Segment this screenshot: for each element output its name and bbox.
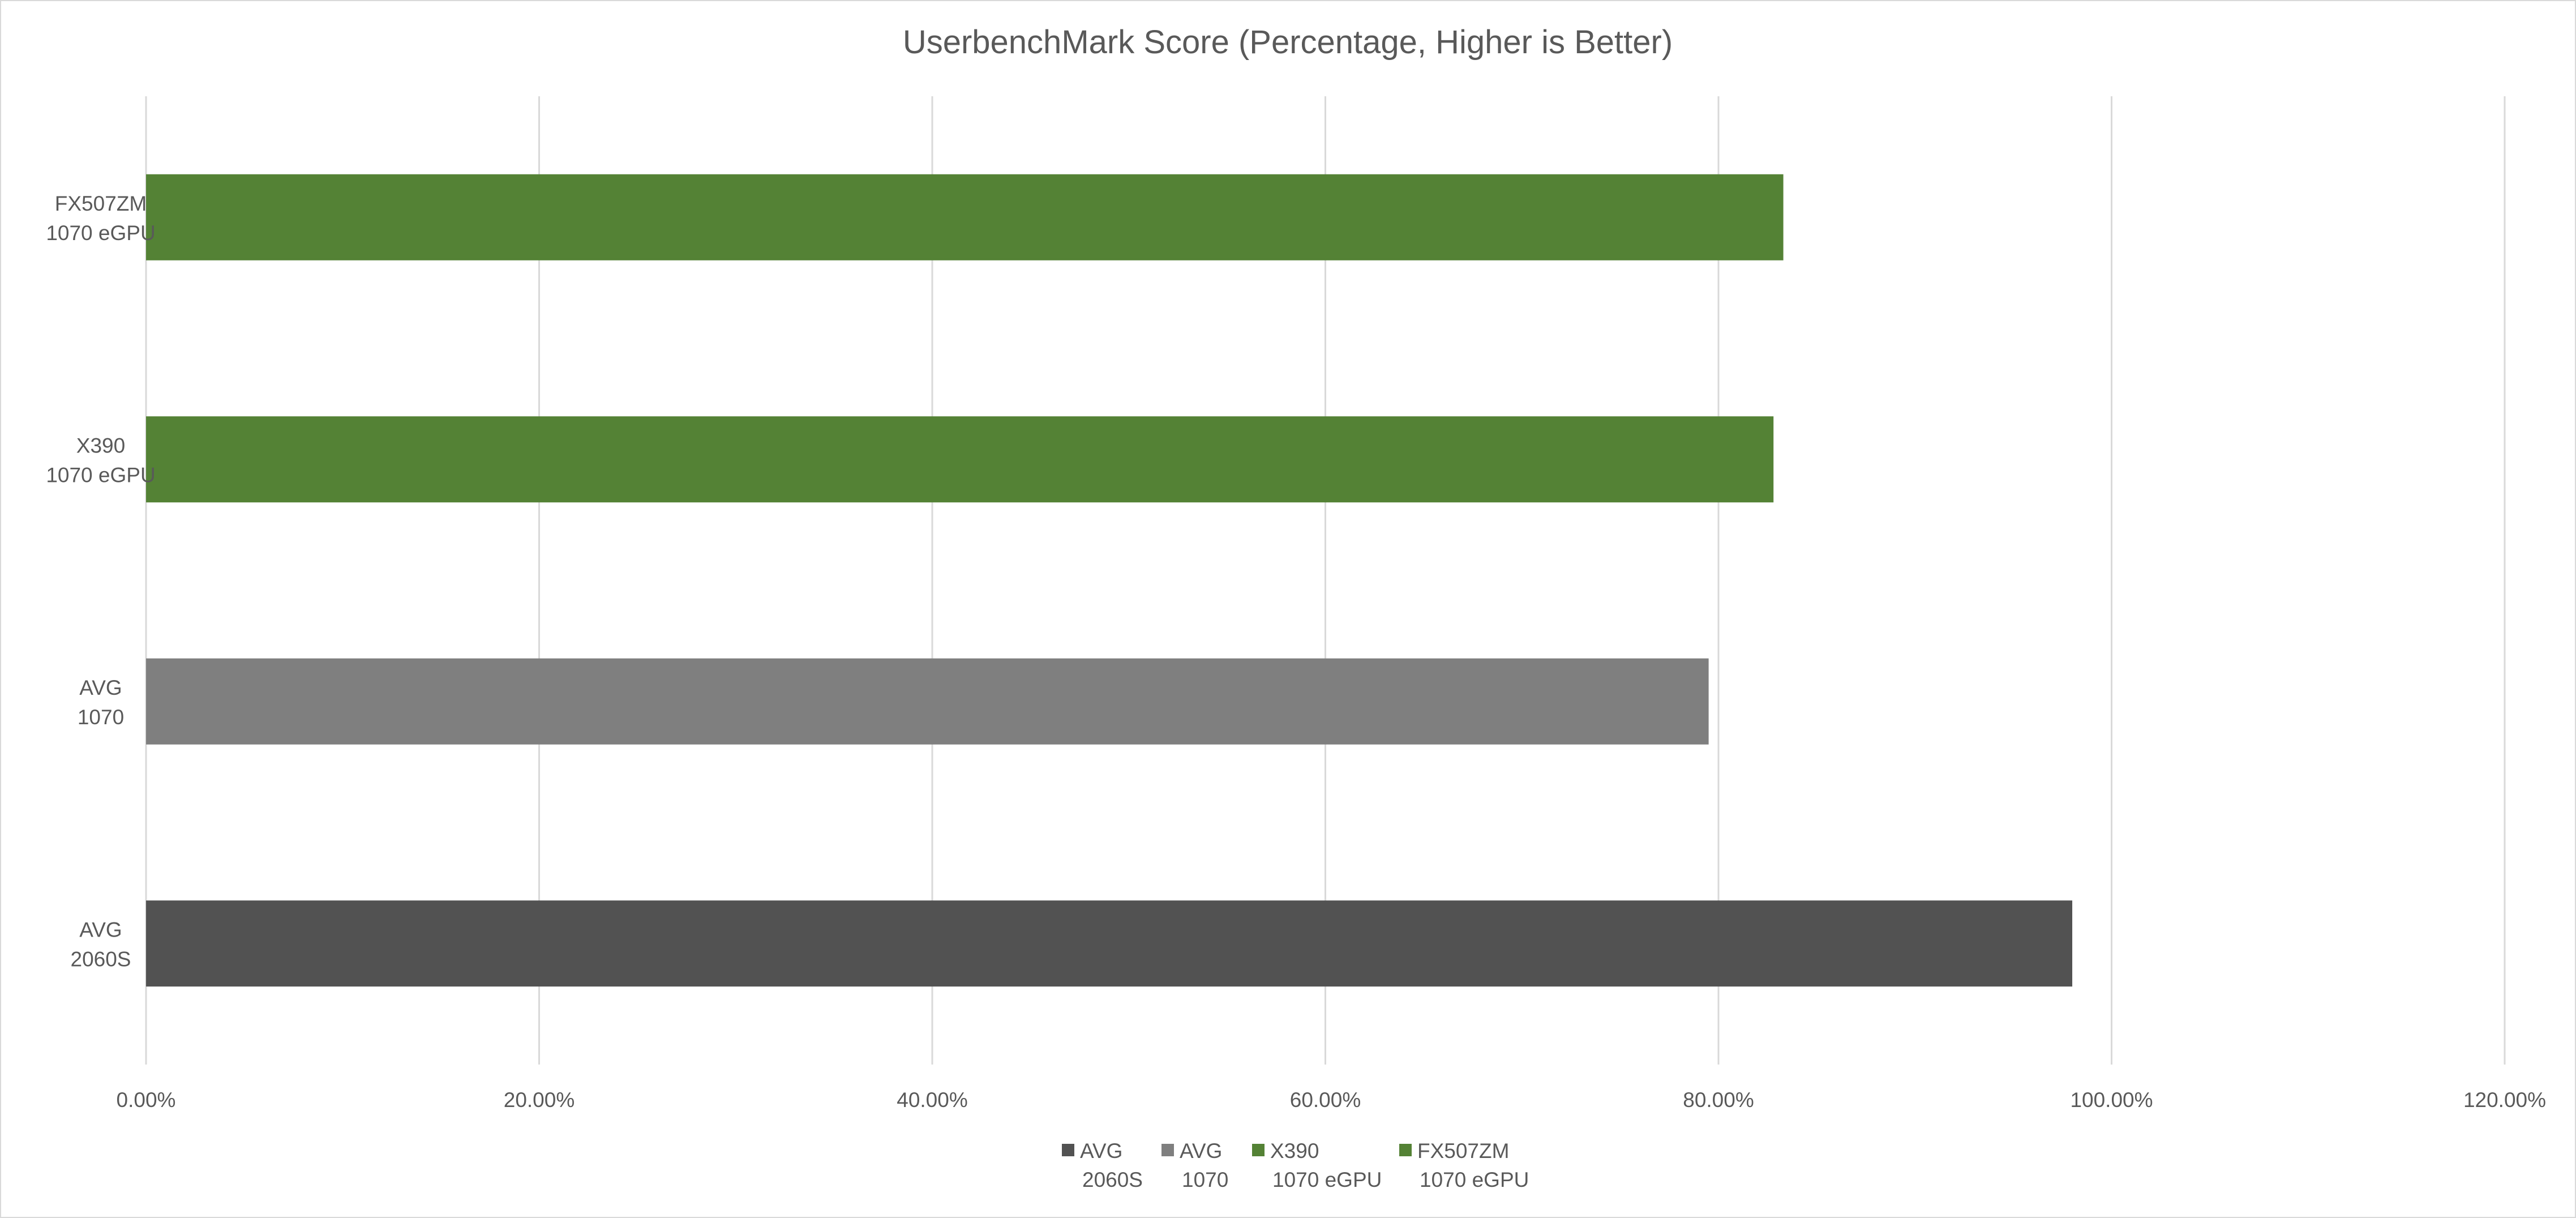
legend-label: 1070 bbox=[1182, 1168, 1228, 1191]
bar bbox=[146, 658, 1709, 745]
legend-label: AVG bbox=[1180, 1139, 1222, 1163]
legend-label: AVG bbox=[1080, 1139, 1122, 1163]
legend-label: FX507ZM bbox=[1417, 1139, 1509, 1163]
category-label: FX507ZM bbox=[55, 192, 147, 215]
category-label: 2060S bbox=[71, 947, 131, 971]
x-tick-label: 80.00% bbox=[1683, 1088, 1754, 1112]
category-label: 1070 eGPU bbox=[46, 463, 155, 486]
legend-swatch bbox=[1161, 1144, 1174, 1156]
legend: AVG 2060S AVG 1070 X390 1070 eGPU FX507ZM 1070 … bbox=[1062, 1139, 1529, 1191]
category-label: X390 bbox=[76, 434, 125, 457]
legend-swatch bbox=[1062, 1144, 1074, 1156]
legend-label: 1070 eGPU bbox=[1420, 1168, 1529, 1191]
category-label: 1070 bbox=[78, 706, 124, 729]
category-label: AVG bbox=[79, 918, 122, 941]
x-tick-label: 100.00% bbox=[2070, 1088, 2153, 1112]
chart-title: UserbenchMark Score (Percentage, Higher … bbox=[903, 24, 1673, 61]
legend-swatch bbox=[1252, 1144, 1265, 1156]
x-tick-label: 40.00% bbox=[897, 1088, 968, 1112]
bar bbox=[146, 174, 1784, 260]
x-axis-tick-labels: 0.00% 20.00% 40.00% 60.00% 80.00% 100.00% 120.… bbox=[117, 1088, 2547, 1112]
legend-swatch bbox=[1399, 1144, 1412, 1156]
legend-label: 1070 eGPU bbox=[1272, 1168, 1382, 1191]
x-tick-label: 0.00% bbox=[117, 1088, 176, 1112]
bar bbox=[146, 416, 1774, 503]
x-tick-label: 20.00% bbox=[504, 1088, 575, 1112]
x-tick-label: 120.00% bbox=[2463, 1088, 2546, 1112]
bar bbox=[146, 900, 2073, 987]
bars bbox=[146, 174, 2073, 987]
category-labels: AVG 2060S AVG 1070 X390 1070 eGPU FX507ZM 1070 … bbox=[46, 192, 155, 971]
category-label: 1070 eGPU bbox=[46, 221, 155, 245]
x-tick-label: 60.00% bbox=[1290, 1088, 1361, 1112]
legend-label: X390 bbox=[1270, 1139, 1319, 1163]
legend-label: 2060S bbox=[1082, 1168, 1143, 1191]
category-label: AVG bbox=[79, 676, 122, 699]
